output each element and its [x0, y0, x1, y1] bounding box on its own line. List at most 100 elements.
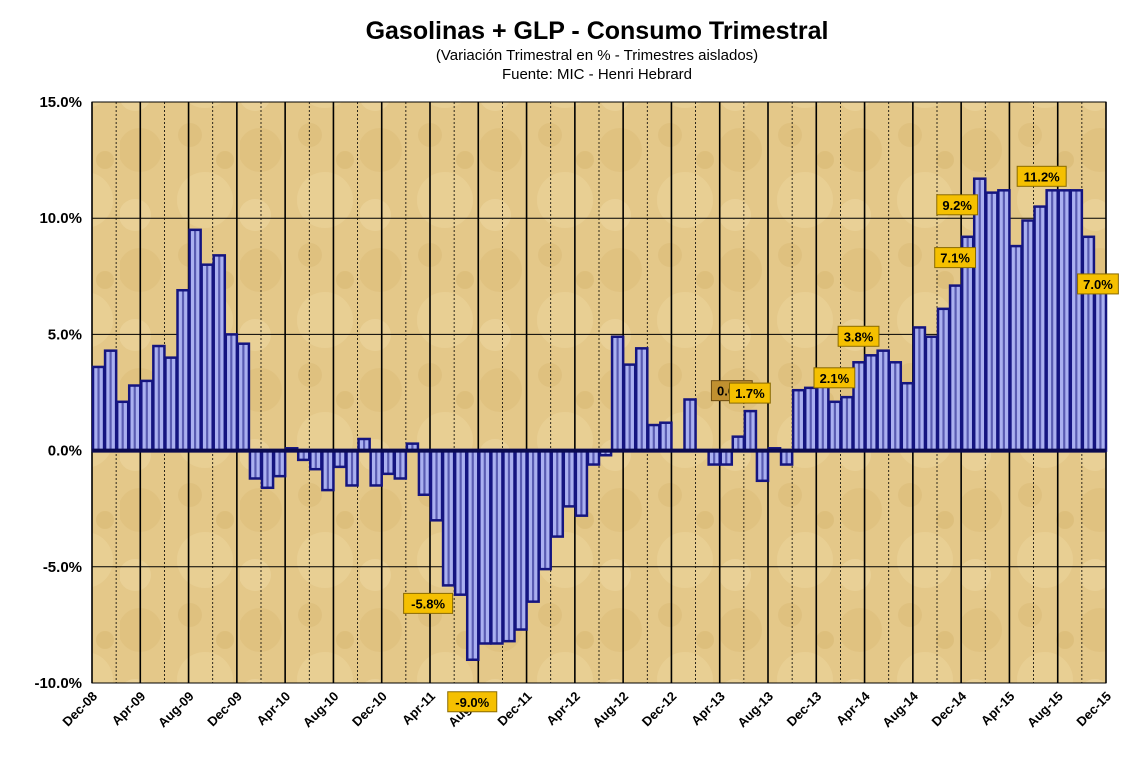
x-tick-label: Aug-15	[1024, 689, 1066, 731]
bar-stripe	[749, 411, 752, 451]
bar-stripe	[580, 450, 583, 516]
bar-stripe	[1002, 190, 1005, 451]
data-label-text: -9.0%	[455, 695, 489, 710]
bar	[381, 449, 396, 476]
bar	[91, 365, 106, 452]
data-label: 7.0%	[1077, 273, 1119, 295]
data-label: 1.7%	[728, 382, 771, 404]
x-tick-label: Aug-10	[300, 689, 342, 731]
bar-stripe	[157, 346, 160, 451]
bar-stripe	[97, 366, 100, 451]
bar	[574, 449, 589, 517]
data-label: 3.8%	[837, 325, 880, 347]
bar	[876, 349, 890, 452]
bar-stripe	[181, 290, 185, 451]
bar-stripe	[1099, 287, 1102, 451]
data-label-text: 7.1%	[940, 251, 970, 266]
bar-stripe	[1075, 190, 1078, 451]
bar-stripe	[556, 450, 559, 537]
bar-stripe	[350, 450, 354, 486]
data-label-text: 3.8%	[844, 329, 874, 344]
bar-stripe	[363, 438, 366, 451]
bar	[924, 335, 939, 452]
bar	[985, 191, 999, 452]
data-label-text: 2.1%	[820, 371, 850, 386]
chart-title: Gasolinas + GLP - Consumo Trimestral	[365, 17, 829, 45]
bar	[647, 423, 661, 452]
bar-stripe	[857, 362, 861, 451]
y-tick-label: 15.0%	[39, 94, 82, 111]
data-label-box	[813, 367, 856, 389]
bars	[91, 177, 1108, 662]
bar-stripe	[845, 397, 849, 451]
bar-stripe	[930, 336, 933, 451]
bar	[791, 388, 806, 452]
bar-stripe	[821, 369, 824, 451]
bar-stripe	[870, 355, 873, 451]
bar-stripe	[954, 285, 957, 451]
bar	[779, 449, 794, 466]
bar-stripe	[906, 383, 909, 451]
bar-stripe	[266, 450, 269, 488]
data-label-box	[837, 325, 880, 347]
bar	[622, 363, 637, 452]
bar	[719, 449, 734, 466]
bar-stripe	[206, 264, 209, 451]
bar-stripe	[302, 450, 305, 460]
y-axis: 15.0% 10.0% 5.0% 0.0% -5.0% -10.0%	[34, 94, 82, 692]
bar	[260, 449, 275, 490]
x-tick-label: Aug-09	[155, 689, 197, 731]
bar	[912, 326, 927, 452]
bar-stripe	[230, 334, 233, 451]
bar-stripe	[1026, 220, 1030, 451]
bar-stripe	[737, 436, 740, 451]
bar-stripe	[809, 387, 812, 451]
bar	[333, 449, 347, 469]
data-label: 9.2%	[936, 194, 979, 216]
data-label-box	[1077, 273, 1119, 295]
data-label: 7.1%	[934, 247, 977, 269]
bar	[1033, 205, 1047, 452]
bar	[103, 349, 118, 452]
bar	[164, 356, 178, 452]
bar-stripe	[326, 450, 329, 491]
bar	[224, 333, 239, 452]
bar	[1093, 286, 1108, 452]
bar-stripe	[592, 450, 595, 465]
bar	[888, 361, 903, 452]
bar-stripe	[990, 192, 993, 451]
bar	[1069, 189, 1084, 452]
data-label-box	[936, 194, 979, 216]
bar-stripe	[423, 450, 426, 495]
data-label-box	[1016, 165, 1067, 187]
data-labels: -5.8%-9.0%0.6%1.7%2.1%3.8%7.1%9.2%11.2%7…	[403, 165, 1119, 713]
y-tick-label: 10.0%	[39, 210, 82, 227]
bar-stripe	[459, 450, 462, 595]
x-tick-label: Dec-10	[349, 689, 390, 730]
bar	[538, 449, 552, 571]
bar	[586, 449, 601, 466]
bar	[465, 449, 480, 662]
bar-stripe	[544, 450, 547, 570]
y-tick-label: -10.0%	[34, 675, 82, 692]
bar	[429, 449, 444, 522]
bar-stripe	[507, 450, 511, 642]
bar-stripe	[918, 327, 921, 451]
data-label-box	[728, 382, 771, 404]
bar	[152, 344, 166, 452]
bar-stripe	[278, 450, 281, 477]
bar	[345, 449, 359, 487]
bar	[417, 449, 432, 497]
x-tick-label: Apr-14	[833, 688, 873, 728]
bar	[1045, 189, 1059, 452]
data-label-box	[447, 691, 498, 713]
bar	[490, 449, 504, 645]
bar-stripe	[519, 450, 523, 630]
bar	[1009, 244, 1023, 452]
bar-stripe	[664, 422, 667, 451]
chart-titles: Gasolinas + GLP - Consumo Trimestral (Va…	[90, 16, 1104, 84]
bar-stripe	[483, 450, 486, 644]
bar-stripe	[785, 450, 788, 465]
data-label-text: 11.2%	[1024, 169, 1061, 184]
bar-stripe	[495, 450, 498, 644]
